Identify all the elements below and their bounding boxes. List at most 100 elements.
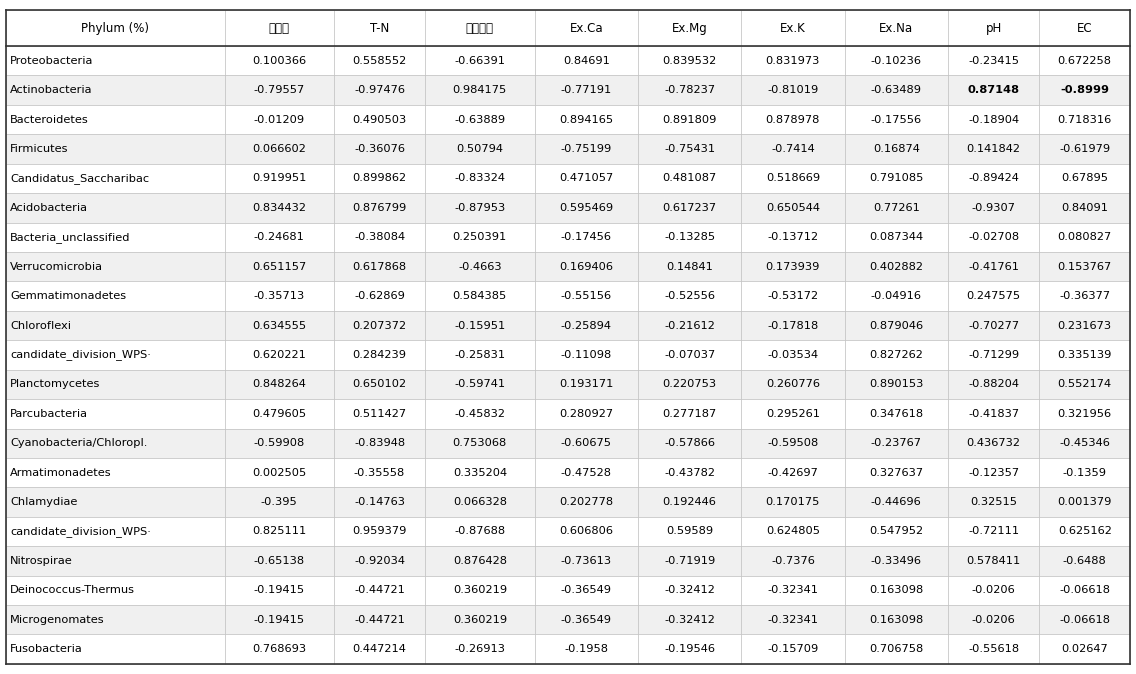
Bar (844, 105, 947, 134)
Text: -0.19546: -0.19546 (665, 644, 715, 654)
Text: Gemmatimonadetes: Gemmatimonadetes (10, 291, 126, 301)
Bar (947, 576, 1039, 605)
Text: 0.791085: 0.791085 (869, 173, 924, 183)
Text: -0.70277: -0.70277 (968, 321, 1019, 330)
Text: 0.890153: 0.890153 (869, 379, 924, 390)
Text: -0.13285: -0.13285 (665, 233, 716, 242)
Text: Armatimonadetes: Armatimonadetes (10, 468, 111, 478)
Text: -0.47528: -0.47528 (561, 468, 612, 478)
Text: 0.002505: 0.002505 (252, 468, 307, 478)
Text: 0.84091: 0.84091 (1061, 203, 1109, 213)
Bar (225, 458, 334, 487)
Bar (6, 252, 225, 282)
Bar (6, 105, 225, 134)
Text: 0.220753: 0.220753 (662, 379, 717, 390)
Bar (742, 487, 844, 517)
Text: 0.14841: 0.14841 (666, 262, 713, 272)
Text: 0.558552: 0.558552 (352, 56, 407, 66)
Bar (638, 311, 742, 340)
Bar (742, 634, 844, 664)
Bar (638, 193, 742, 222)
Text: 0.87148: 0.87148 (968, 85, 1019, 95)
Bar (425, 193, 535, 222)
Text: -0.88204: -0.88204 (968, 379, 1019, 390)
Bar (638, 340, 742, 369)
Text: -0.92034: -0.92034 (354, 556, 406, 566)
Bar (638, 634, 742, 664)
Bar (6, 487, 225, 517)
Bar (535, 311, 638, 340)
Bar (425, 458, 535, 487)
Text: -0.7414: -0.7414 (771, 144, 815, 154)
Text: -0.23415: -0.23415 (968, 56, 1019, 66)
Text: -0.01209: -0.01209 (253, 115, 304, 125)
Text: 0.891809: 0.891809 (662, 115, 717, 125)
Text: -0.32412: -0.32412 (665, 615, 715, 625)
Text: -0.02708: -0.02708 (968, 233, 1019, 242)
Bar (947, 311, 1039, 340)
Bar (947, 546, 1039, 576)
Text: -0.17556: -0.17556 (870, 115, 921, 125)
Text: -0.24681: -0.24681 (253, 233, 304, 242)
Bar (844, 193, 947, 222)
Bar (742, 105, 844, 134)
Text: 0.32515: 0.32515 (970, 497, 1017, 507)
Bar (425, 75, 535, 105)
Text: -0.45346: -0.45346 (1059, 438, 1110, 448)
Bar (225, 46, 334, 75)
Text: Deinococcus-Thermus: Deinococcus-Thermus (10, 585, 135, 595)
Bar (225, 546, 334, 576)
Bar (535, 282, 638, 311)
Text: -0.57866: -0.57866 (665, 438, 715, 448)
Text: -0.0206: -0.0206 (971, 615, 1016, 625)
Bar (334, 75, 425, 105)
Bar (334, 605, 425, 634)
Text: -0.395: -0.395 (261, 497, 298, 507)
Bar (638, 458, 742, 487)
Bar (742, 605, 844, 634)
Bar (1039, 105, 1130, 134)
Bar (425, 634, 535, 664)
Bar (334, 546, 425, 576)
Bar (844, 222, 947, 252)
Bar (6, 576, 225, 605)
Text: -0.17456: -0.17456 (561, 233, 612, 242)
Bar (535, 399, 638, 429)
Text: Proteobacteria: Proteobacteria (10, 56, 93, 66)
Text: -0.41837: -0.41837 (968, 409, 1019, 419)
Text: 0.360219: 0.360219 (453, 615, 507, 625)
Bar (334, 46, 425, 75)
Bar (6, 134, 225, 164)
Bar (6, 10, 225, 46)
Text: -0.07037: -0.07037 (663, 350, 716, 360)
Bar (844, 46, 947, 75)
Bar (638, 576, 742, 605)
Bar (225, 576, 334, 605)
Bar (425, 546, 535, 576)
Bar (742, 46, 844, 75)
Bar (947, 10, 1039, 46)
Bar (425, 370, 535, 399)
Bar (638, 75, 742, 105)
Bar (742, 164, 844, 193)
Text: -0.8999: -0.8999 (1060, 85, 1109, 95)
Bar (225, 222, 334, 252)
Text: -0.15951: -0.15951 (454, 321, 506, 330)
Text: -0.77191: -0.77191 (560, 85, 612, 95)
Text: 0.471057: 0.471057 (559, 173, 613, 183)
Bar (6, 222, 225, 252)
Bar (6, 340, 225, 369)
Text: 0.231673: 0.231673 (1058, 321, 1112, 330)
Bar (947, 605, 1039, 634)
Bar (535, 10, 638, 46)
Text: 0.066328: 0.066328 (453, 497, 507, 507)
Text: 0.16874: 0.16874 (872, 144, 920, 154)
Text: 0.080827: 0.080827 (1058, 233, 1112, 242)
Text: 0.878978: 0.878978 (766, 115, 820, 125)
Bar (1039, 576, 1130, 605)
Text: -0.1958: -0.1958 (565, 644, 608, 654)
Text: 0.193171: 0.193171 (559, 379, 613, 390)
Bar (334, 311, 425, 340)
Bar (638, 399, 742, 429)
Text: -0.83324: -0.83324 (454, 173, 506, 183)
